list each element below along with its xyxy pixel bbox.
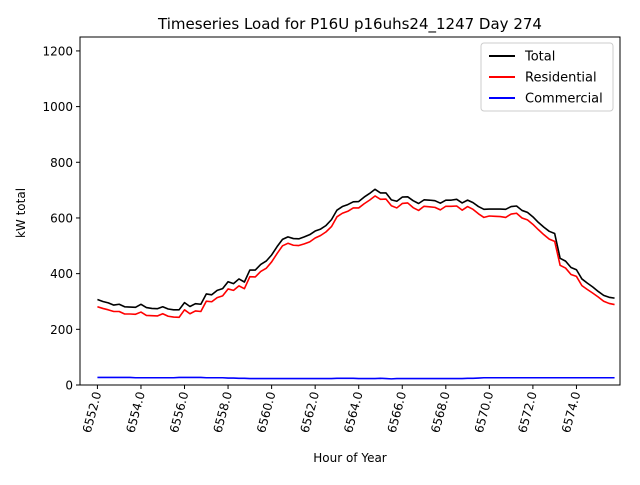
- legend-label-commercial: Commercial: [525, 92, 603, 107]
- y-tick-label: 1200: [42, 44, 73, 58]
- series-line-commercial: [97, 376, 615, 380]
- y-tick-label: 0: [65, 379, 73, 393]
- y-tick-label: 600: [50, 211, 73, 225]
- series-line-total: [97, 188, 615, 311]
- x-tick-label: 6572.0: [515, 390, 539, 434]
- x-tick-label: 6552.0: [80, 390, 104, 434]
- x-tick-label: 6562.0: [298, 390, 322, 434]
- y-tick-label: 400: [50, 267, 73, 281]
- x-tick-label: 6574.0: [559, 390, 583, 434]
- y-tick-label: 1000: [42, 100, 73, 114]
- chart-title: Timeseries Load for P16U p16uhs24_1247 D…: [157, 15, 542, 34]
- x-tick-label: 6568.0: [428, 390, 452, 434]
- series-line-residential: [97, 195, 615, 319]
- x-tick-label: 6556.0: [167, 390, 191, 434]
- legend: Total Residential Commercial: [480, 42, 614, 112]
- plot-frame: [79, 36, 621, 386]
- x-tick-label: 6560.0: [254, 390, 278, 434]
- x-tick-label: 6558.0: [211, 390, 235, 434]
- legend-box: [480, 42, 614, 112]
- legend-label-residential: Residential: [525, 71, 597, 86]
- y-axis-label: kW total: [14, 188, 28, 238]
- y-tick-label: 800: [50, 156, 73, 170]
- x-tick-label: 6564.0: [341, 390, 365, 434]
- legend-label-total: Total: [524, 50, 555, 65]
- x-axis-label: Hour of Year: [313, 451, 387, 465]
- y-tick-label: 200: [50, 323, 73, 337]
- plot-series: [97, 188, 615, 380]
- x-tick-label: 6570.0: [472, 390, 496, 434]
- x-tick-label: 6554.0: [123, 390, 147, 434]
- x-tick-label: 6566.0: [385, 390, 409, 434]
